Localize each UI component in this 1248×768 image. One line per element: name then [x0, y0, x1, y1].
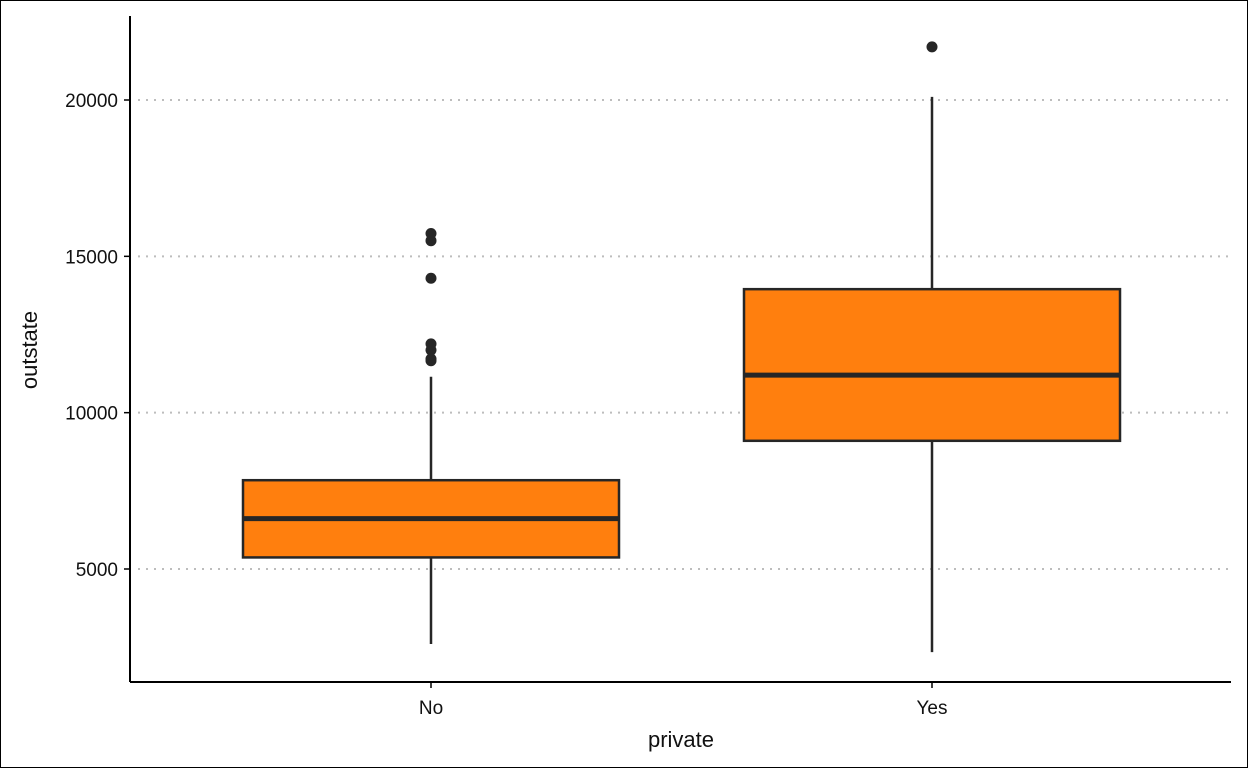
outlier-point: [425, 228, 437, 240]
boxes: [241, 41, 1122, 653]
tick-labels: 5000 10000 15000 20000 No Yes: [65, 91, 947, 719]
x-tick-label: Yes: [917, 698, 948, 719]
box-body: [742, 287, 1122, 443]
outlier-point: [425, 338, 437, 350]
x-axis-title: private: [648, 727, 714, 752]
y-tick-label: 5000: [76, 560, 118, 581]
y-tick-label: 10000: [65, 404, 118, 425]
y-tick-label: 20000: [65, 91, 118, 112]
y-tick-label: 15000: [65, 247, 118, 268]
y-axis-title: outstate: [17, 311, 42, 389]
box-yes: [742, 41, 1122, 653]
outlier-point: [425, 272, 437, 284]
outlier-point: [926, 41, 938, 53]
outlier-point: [425, 353, 437, 365]
axes: [129, 16, 1231, 683]
box-no: [241, 228, 621, 645]
x-tick-label: No: [419, 698, 443, 719]
